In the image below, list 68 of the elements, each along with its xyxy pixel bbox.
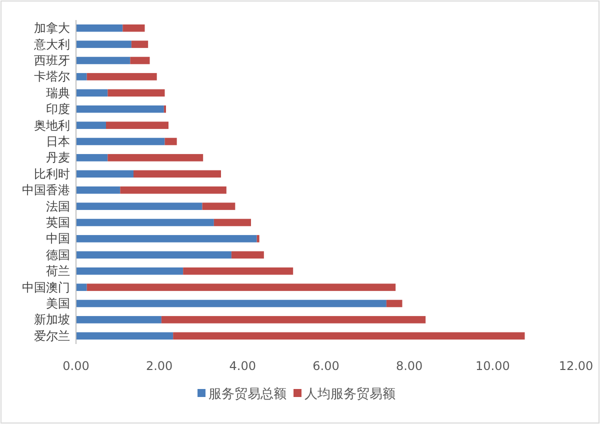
bar [108, 89, 165, 97]
y-tick-label: 丹麦 [46, 150, 70, 165]
y-tick-label: 中国澳门 [22, 280, 70, 294]
x-tick-label: 0.00 [62, 359, 90, 373]
bar [108, 154, 204, 162]
bar [76, 300, 386, 308]
y-tick-label: 比利时 [34, 166, 70, 181]
bar [122, 24, 145, 32]
bar [76, 138, 165, 146]
bar [76, 235, 257, 242]
bar [86, 73, 157, 80]
legend-label: 服务贸易总额 [208, 387, 286, 402]
bar [76, 73, 87, 80]
y-tick-label: 中国香港 [22, 183, 70, 198]
bar [76, 89, 108, 97]
y-tick-label: 荷兰 [46, 264, 70, 278]
bar [76, 56, 130, 64]
y-tick-label: 新加坡 [34, 312, 70, 327]
y-tick-label: 中国 [46, 232, 70, 246]
x-tick-label: 10.00 [475, 359, 510, 373]
bar [202, 202, 236, 210]
bar [161, 316, 426, 324]
bar [76, 40, 132, 48]
bar [76, 218, 214, 226]
x-tick-label: 8.00 [396, 359, 423, 373]
y-tick-label: 美国 [46, 296, 70, 310]
bar [106, 122, 168, 129]
bar [183, 267, 294, 275]
x-tick-label: 4.00 [229, 359, 256, 373]
bar [76, 186, 120, 194]
bar [76, 284, 87, 291]
x-tick-label: 12.00 [558, 359, 594, 373]
y-tick-label: 法国 [46, 199, 70, 214]
y-tick-label: 卡塔尔 [34, 70, 70, 84]
x-tick-label: 6.00 [312, 359, 340, 373]
y-tick-label: 意大利 [33, 37, 70, 52]
bar [86, 284, 396, 291]
legend-label: 人均服务贸易额 [304, 387, 396, 402]
bar [76, 316, 162, 324]
bar [76, 251, 232, 259]
y-tick-label: 西班牙 [34, 54, 70, 68]
bar [173, 332, 525, 340]
bar [130, 56, 150, 64]
bar [120, 186, 226, 194]
x-tick-label: 2.00 [146, 359, 173, 373]
y-tick-label: 英国 [46, 216, 70, 230]
bar [76, 154, 108, 162]
bar [131, 40, 148, 48]
bar [164, 138, 177, 146]
y-tick-label: 日本 [46, 134, 70, 148]
bar [256, 235, 260, 242]
y-tick-label: 奥地利 [34, 118, 70, 132]
y-tick-label: 加拿大 [34, 21, 70, 36]
y-tick-label: 印度 [46, 102, 70, 116]
bar [231, 251, 264, 259]
bar [76, 170, 134, 178]
bar [76, 105, 164, 113]
bar [76, 332, 174, 340]
bar [76, 202, 202, 210]
y-tick-label: 爱尔兰 [34, 328, 70, 343]
bar [76, 267, 184, 275]
bar [386, 300, 402, 308]
bar [76, 24, 123, 32]
y-tick-label: 德国 [46, 248, 70, 262]
bar [214, 218, 251, 226]
y-tick-label: 瑞典 [46, 86, 70, 100]
bar [134, 170, 221, 178]
bar [76, 122, 106, 129]
